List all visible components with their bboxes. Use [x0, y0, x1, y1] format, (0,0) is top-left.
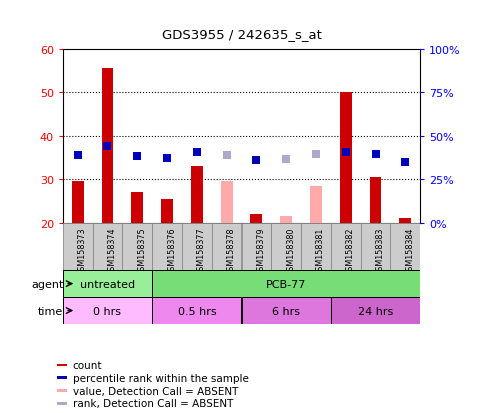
Text: GSM158379: GSM158379: [256, 227, 265, 275]
Bar: [72, 182, 84, 223]
Bar: [57, 402, 67, 405]
Bar: [390, 223, 420, 271]
Bar: [242, 297, 331, 324]
Bar: [399, 219, 412, 223]
Text: time: time: [38, 306, 63, 316]
Bar: [191, 167, 203, 223]
Text: GSM158376: GSM158376: [167, 227, 176, 275]
Text: GSM158374: GSM158374: [108, 227, 116, 275]
Text: 24 hrs: 24 hrs: [358, 306, 393, 316]
Bar: [361, 223, 390, 271]
Bar: [131, 192, 143, 223]
Text: GSM158375: GSM158375: [137, 227, 146, 275]
Bar: [369, 178, 382, 223]
Bar: [242, 223, 271, 271]
Text: untreated: untreated: [80, 279, 135, 289]
Text: value, Detection Call = ABSENT: value, Detection Call = ABSENT: [73, 386, 238, 396]
Bar: [221, 182, 233, 223]
Bar: [57, 389, 67, 392]
Text: 6 hrs: 6 hrs: [272, 306, 300, 316]
Text: 0 hrs: 0 hrs: [94, 306, 121, 316]
Bar: [212, 223, 242, 271]
Bar: [301, 223, 331, 271]
Bar: [271, 223, 301, 271]
Bar: [63, 297, 152, 324]
Text: GSM158378: GSM158378: [227, 227, 236, 275]
Text: count: count: [73, 360, 102, 370]
Text: agent: agent: [31, 279, 63, 289]
Bar: [331, 223, 361, 271]
Text: percentile rank within the sample: percentile rank within the sample: [73, 373, 249, 383]
Bar: [310, 186, 322, 223]
Bar: [152, 223, 182, 271]
Bar: [63, 223, 93, 271]
Text: GSM158384: GSM158384: [405, 227, 414, 275]
Bar: [280, 216, 292, 223]
Text: GSM158373: GSM158373: [78, 227, 86, 275]
Bar: [93, 223, 122, 271]
Bar: [101, 69, 114, 223]
Bar: [152, 271, 420, 297]
Text: PCB-77: PCB-77: [266, 279, 306, 289]
Bar: [340, 93, 352, 223]
Bar: [161, 199, 173, 223]
Text: GSM158381: GSM158381: [316, 227, 325, 275]
Bar: [182, 223, 212, 271]
Bar: [251, 214, 262, 223]
Text: GDS3955 / 242635_s_at: GDS3955 / 242635_s_at: [161, 28, 322, 41]
Text: GSM158380: GSM158380: [286, 227, 295, 275]
Bar: [122, 223, 152, 271]
Text: GSM158377: GSM158377: [197, 227, 206, 275]
Bar: [57, 363, 67, 366]
Text: 0.5 hrs: 0.5 hrs: [178, 306, 216, 316]
Text: rank, Detection Call = ABSENT: rank, Detection Call = ABSENT: [73, 399, 233, 408]
Bar: [152, 297, 242, 324]
Bar: [57, 377, 67, 379]
Bar: [63, 271, 152, 297]
Bar: [331, 297, 420, 324]
Text: GSM158383: GSM158383: [376, 227, 384, 275]
Text: GSM158382: GSM158382: [346, 227, 355, 275]
